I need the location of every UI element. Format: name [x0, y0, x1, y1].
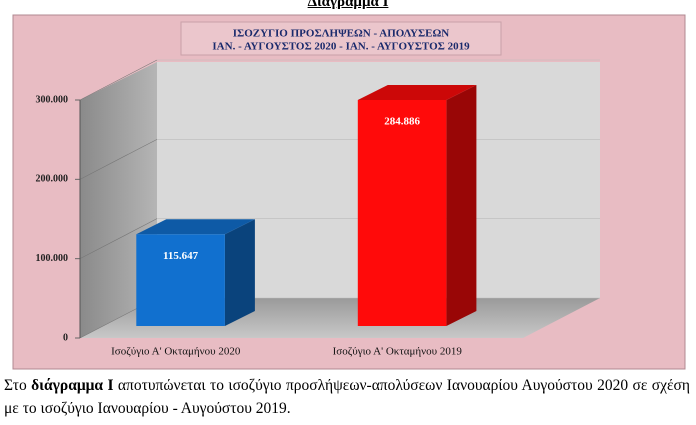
bar-top — [136, 219, 255, 235]
paragraph: Στο διάγραμμα Ι αποτυπώνεται το ισοζύγιο… — [4, 374, 690, 420]
text: αποτυπώνεται το ισοζύγιο προσλήψεων-απολ… — [4, 377, 690, 417]
chart-title: ΙΣΟΖΥΓΙΟ ΠΡΟΣΛΗΨΕΩΝ - ΑΠΟΛΥΣΕΩΝ — [233, 28, 450, 40]
text: Στο — [4, 377, 32, 394]
bar — [136, 234, 225, 326]
data-label: 115.647 — [163, 250, 199, 262]
bar-side — [446, 84, 477, 326]
x-tick-label: Ισοζύγιο Α' Οκταμήνου 2020 — [111, 346, 241, 358]
y-tick-label: 200.000 — [36, 174, 69, 185]
chart-title: ΙΑΝ. - ΑΥΓΟΥΣΤΟΣ 2020 - ΙΑΝ. - ΑΥΓΟΥΣΤΟΣ… — [212, 41, 470, 53]
text-bold: διάγραμμα Ι — [31, 377, 114, 394]
x-tick-label: Ισοζύγιο Α' Οκταμήνου 2019 — [333, 346, 463, 358]
grid-line — [79, 218, 158, 259]
y-tick-label: 0 — [63, 332, 68, 343]
grid-line — [79, 59, 158, 101]
grid-line — [79, 139, 158, 180]
heading: Διάγραμμα Ι — [307, 0, 389, 10]
y-tick-label: 300.000 — [36, 94, 69, 105]
y-tick-label: 100.000 — [36, 253, 69, 264]
bar-side — [224, 219, 255, 326]
bar-top — [357, 84, 477, 100]
chart: ΙΣΟΖΥΓΙΟ ΠΡΟΣΛΗΨΕΩΝ - ΑΠΟΛΥΣΕΩΝ ΙΑΝ. - Α… — [12, 14, 686, 370]
data-label: 284.886 — [384, 116, 420, 128]
bar — [357, 99, 447, 326]
title-box — [180, 21, 502, 56]
